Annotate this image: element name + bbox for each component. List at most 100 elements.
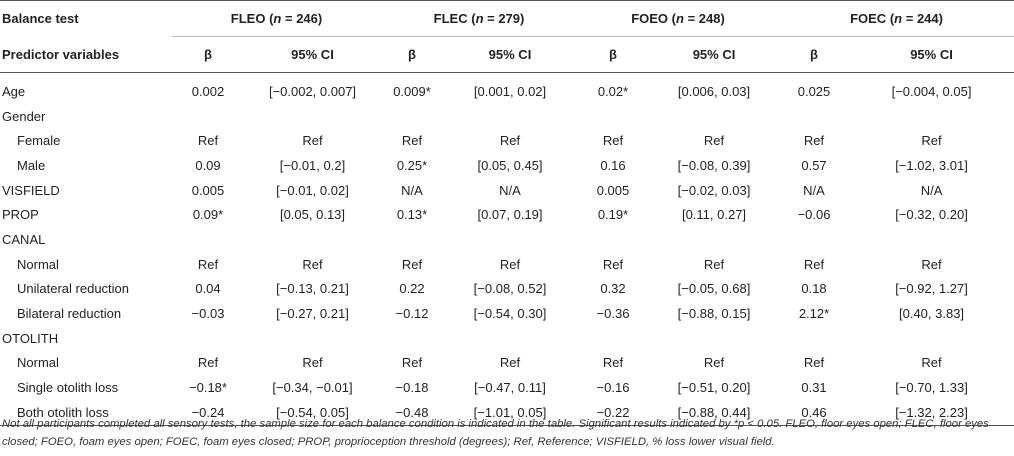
cell: 0.32 — [600, 281, 626, 297]
cell: 0.25* — [396, 157, 428, 173]
cell: [0.40, 3.83] — [898, 306, 965, 322]
cell: N/A — [803, 182, 825, 198]
cell: 0.005 — [596, 182, 630, 198]
cell: 0.16 — [600, 157, 626, 173]
cell: Ref — [302, 256, 323, 272]
cell — [244, 326, 381, 351]
row-label: OTOLITH — [2, 330, 59, 346]
cell: Ref — [803, 133, 825, 149]
cell: [−0.34, −0.01] — [272, 380, 353, 396]
table-row: Unilateral reduction 0.04 [−0.13, 0.21] 0.… — [0, 277, 1014, 302]
cell: Ref — [803, 256, 825, 272]
row-label: Unilateral reduction — [17, 281, 130, 297]
cell: Ref — [921, 133, 942, 149]
cell: 0.009* — [393, 83, 431, 99]
group-abbr: FOEO — [631, 11, 669, 26]
group-header-foec: FOEC (n = 244) — [779, 0, 1014, 37]
cell: [−0.01, 0.2] — [279, 157, 346, 173]
ci-header: 95% CI — [244, 36, 381, 73]
cell: −0.18* — [189, 380, 227, 396]
cell: [−0.01, 0.02] — [276, 182, 349, 198]
cell: [0.001, 0.02] — [473, 83, 547, 99]
group-header-foeo: FOEO (n = 248) — [577, 0, 780, 37]
cell: Ref — [921, 256, 942, 272]
cell: −0.16 — [596, 380, 630, 396]
cell: Ref — [803, 355, 825, 371]
predictor-variables-label: Predictor variables — [0, 36, 172, 73]
cell: 0.13* — [396, 207, 428, 223]
footnote-text-end: < 0.05. FLEO, floor eyes open; FLEC, flo… — [2, 418, 989, 448]
cell — [779, 104, 849, 129]
row-label: Normal — [17, 256, 59, 272]
cell: [−0.02, 0.03] — [677, 182, 751, 198]
cell: −0.18 — [395, 380, 429, 396]
cell: 2.12* — [798, 306, 830, 322]
cell: 0.46 — [779, 399, 850, 426]
cell: [−0.47, 0.11] — [474, 380, 546, 396]
table-row: Single otolith loss −0.18* [−0.34, −0.01]… — [0, 375, 1014, 400]
cell: −0.06 — [797, 207, 831, 223]
cell: [0.006, 0.03] — [677, 83, 751, 99]
cell: −0.36 — [596, 306, 630, 322]
cell: [0.05, 0.45] — [477, 157, 543, 173]
cell: Ref — [921, 355, 942, 371]
n-open-paren: ( — [889, 11, 895, 26]
cell — [172, 326, 244, 351]
cell: Ref — [703, 133, 725, 149]
footnote-text: Not all participants completed all senso… — [2, 418, 734, 430]
cell: N/A — [401, 182, 423, 198]
cell: 0.09 — [195, 157, 221, 173]
n-value: = 279) — [483, 11, 525, 26]
n-var: n — [676, 11, 684, 26]
cell — [381, 326, 443, 351]
row-label: Female — [17, 133, 61, 149]
cell: 0.005 — [191, 182, 225, 198]
cell: Ref — [703, 355, 725, 371]
cell — [649, 104, 779, 129]
row-label: PROP — [2, 207, 39, 223]
cell — [172, 104, 244, 129]
row-label: Normal — [17, 355, 59, 371]
cell — [381, 227, 443, 252]
cell: [−0.08, 0.52] — [473, 281, 547, 297]
group-header-fleo: FLEO (n = 246) — [172, 0, 381, 37]
cell: [−1.02, 3.01] — [895, 157, 968, 173]
cell: Ref — [302, 355, 323, 371]
cell: Ref — [302, 133, 323, 149]
cell: [−0.92, 1.27] — [895, 281, 968, 297]
cell — [381, 104, 443, 129]
cell: [−0.004, 0.05] — [891, 83, 972, 99]
cell — [443, 227, 577, 252]
cell — [649, 227, 779, 252]
cell — [577, 326, 649, 351]
cell: Ref — [197, 256, 219, 272]
cell: [0.11, 0.27] — [681, 207, 747, 223]
row-label: Gender — [2, 108, 46, 124]
cell: [−1.01, 0.05] — [443, 399, 577, 426]
n-var: n — [475, 11, 484, 26]
cell: Ref — [197, 133, 219, 149]
row-label: Single otolith loss — [17, 380, 119, 396]
table-row: Normal Ref Ref Ref Ref Ref Ref Ref Ref — [0, 252, 1014, 277]
cell: [−0.32, 0.20] — [895, 207, 968, 223]
row-label: Age — [2, 83, 26, 99]
cell: 0.19* — [597, 207, 629, 223]
cell: Ref — [602, 133, 624, 149]
table-footnote: Not all participants completed all senso… — [2, 415, 1010, 451]
header-row-predictors: Predictor variables β 95% CI β 95% CI β … — [0, 36, 1014, 73]
cell: 0.09* — [192, 207, 224, 223]
group-header-flec: FLEC (n = 279) — [381, 0, 577, 37]
cell: [−0.88, 0.44] — [649, 399, 780, 426]
cell: 0.31 — [801, 380, 827, 396]
cell: Ref — [703, 256, 725, 272]
cell: −0.22 — [577, 399, 649, 426]
cell: Ref — [499, 133, 521, 149]
cell: Ref — [197, 355, 219, 371]
cell: [−0.002, 0.007] — [268, 83, 357, 99]
table-row: Age 0.002 [−0.002, 0.007] 0.009* [0.001, 0.… — [0, 73, 1014, 104]
cell: [0.05, 0.13] — [279, 207, 346, 223]
cell: 0.025 — [797, 83, 831, 99]
cell: 0.002 — [191, 83, 225, 99]
ci-header: 95% CI — [443, 36, 577, 73]
